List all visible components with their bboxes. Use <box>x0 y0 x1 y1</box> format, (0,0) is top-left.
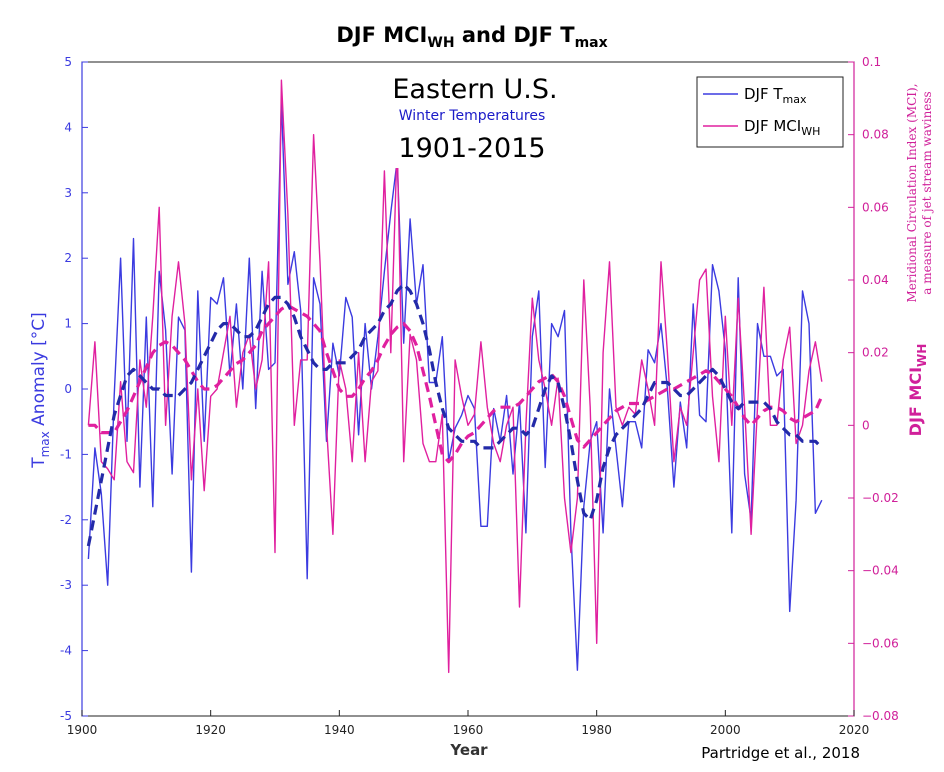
left-axis-ticks: -5 -4 -3 -2 -1 0 1 2 3 4 5 <box>60 55 88 723</box>
right-axis-ticks: −0.08 −0.06 −0.04 −0.02 0 0.02 0.04 0.06 0.08 0.1 <box>848 55 899 723</box>
annotation-subtitle: Winter Temperatures <box>399 108 546 124</box>
right-axis-tick-label: 0.04 <box>862 273 889 287</box>
right-axis-tick-label: 0.02 <box>862 346 889 360</box>
annotation-block: Eastern U.S. Winter Temperatures 1901-20… <box>378 68 574 168</box>
series-layer <box>86 79 824 674</box>
left-axis-tick-label: 0 <box>64 382 72 396</box>
left-axis-tick-label: 1 <box>64 317 72 331</box>
credit-text: Partridge et al., 2018 <box>701 744 860 762</box>
right-axis-tick-label: −0.08 <box>862 709 899 723</box>
left-axis-tick-label: 3 <box>64 186 72 200</box>
right-axis-tick-label: −0.04 <box>862 564 899 578</box>
right-axis-tick-label: 0 <box>862 418 870 432</box>
x-axis-tick-label: 1980 <box>581 723 612 737</box>
legend: DJF Tmax DJF MCIWH <box>696 76 844 148</box>
right-axis-tick-label: −0.06 <box>862 636 899 650</box>
series-line-mci <box>87 79 823 674</box>
chart-title: DJF MCIWH and DJF Tmax <box>336 23 607 51</box>
left-axis-tick-label: 5 <box>64 55 72 69</box>
annotation-background <box>378 68 574 168</box>
annotation-region: Eastern U.S. <box>392 74 557 105</box>
x-axis-tick-label: 2000 <box>710 723 741 737</box>
left-axis-tick-label: 4 <box>64 120 72 134</box>
right-axis-tick-label: 0.1 <box>862 55 881 69</box>
x-axis-tick-label: 1920 <box>195 723 226 737</box>
left-axis-tick-label: -1 <box>60 447 72 461</box>
right-axis-tick-label: −0.02 <box>862 491 899 505</box>
right-axis-tick-label: 0.06 <box>862 200 889 214</box>
left-axis-tick-label: -3 <box>60 578 72 592</box>
series-line-tmax-smooth <box>86 282 823 547</box>
left-axis-tick-label: 2 <box>64 251 72 265</box>
legend-box <box>696 76 844 148</box>
y-axis-label-right-note-1: Meridional Circulation Index (MCI), <box>905 83 919 302</box>
x-axis-tick-label: 1900 <box>67 723 98 737</box>
y-axis-label-left: Tmax Anomaly [°C] <box>29 312 52 469</box>
left-axis-tick-label: -2 <box>60 513 72 527</box>
y-axis-label-right: DJF MCIWH <box>906 344 929 437</box>
x-axis-tick-label: 1940 <box>324 723 355 737</box>
right-axis-tick-label: 0.08 <box>862 128 889 142</box>
x-axis-tick-label: 1960 <box>453 723 484 737</box>
y-axis-label-right-note-2: a measure of jet stream waviness <box>920 91 934 294</box>
series-line-tmax <box>87 100 823 671</box>
left-axis-tick-label: -5 <box>60 709 72 723</box>
left-axis-tick-label: -4 <box>60 644 72 658</box>
x-axis-tick-label: 2020 <box>839 723 870 737</box>
x-axis-ticks: 1900 1920 1940 1960 1980 2000 2020 <box>67 710 870 737</box>
legend-label-tmax: DJF Tmax <box>744 85 807 106</box>
legend-label-mci: DJF MCIWH <box>744 117 820 138</box>
annotation-years: 1901-2015 <box>398 133 545 164</box>
x-axis-label: Year <box>449 741 488 759</box>
